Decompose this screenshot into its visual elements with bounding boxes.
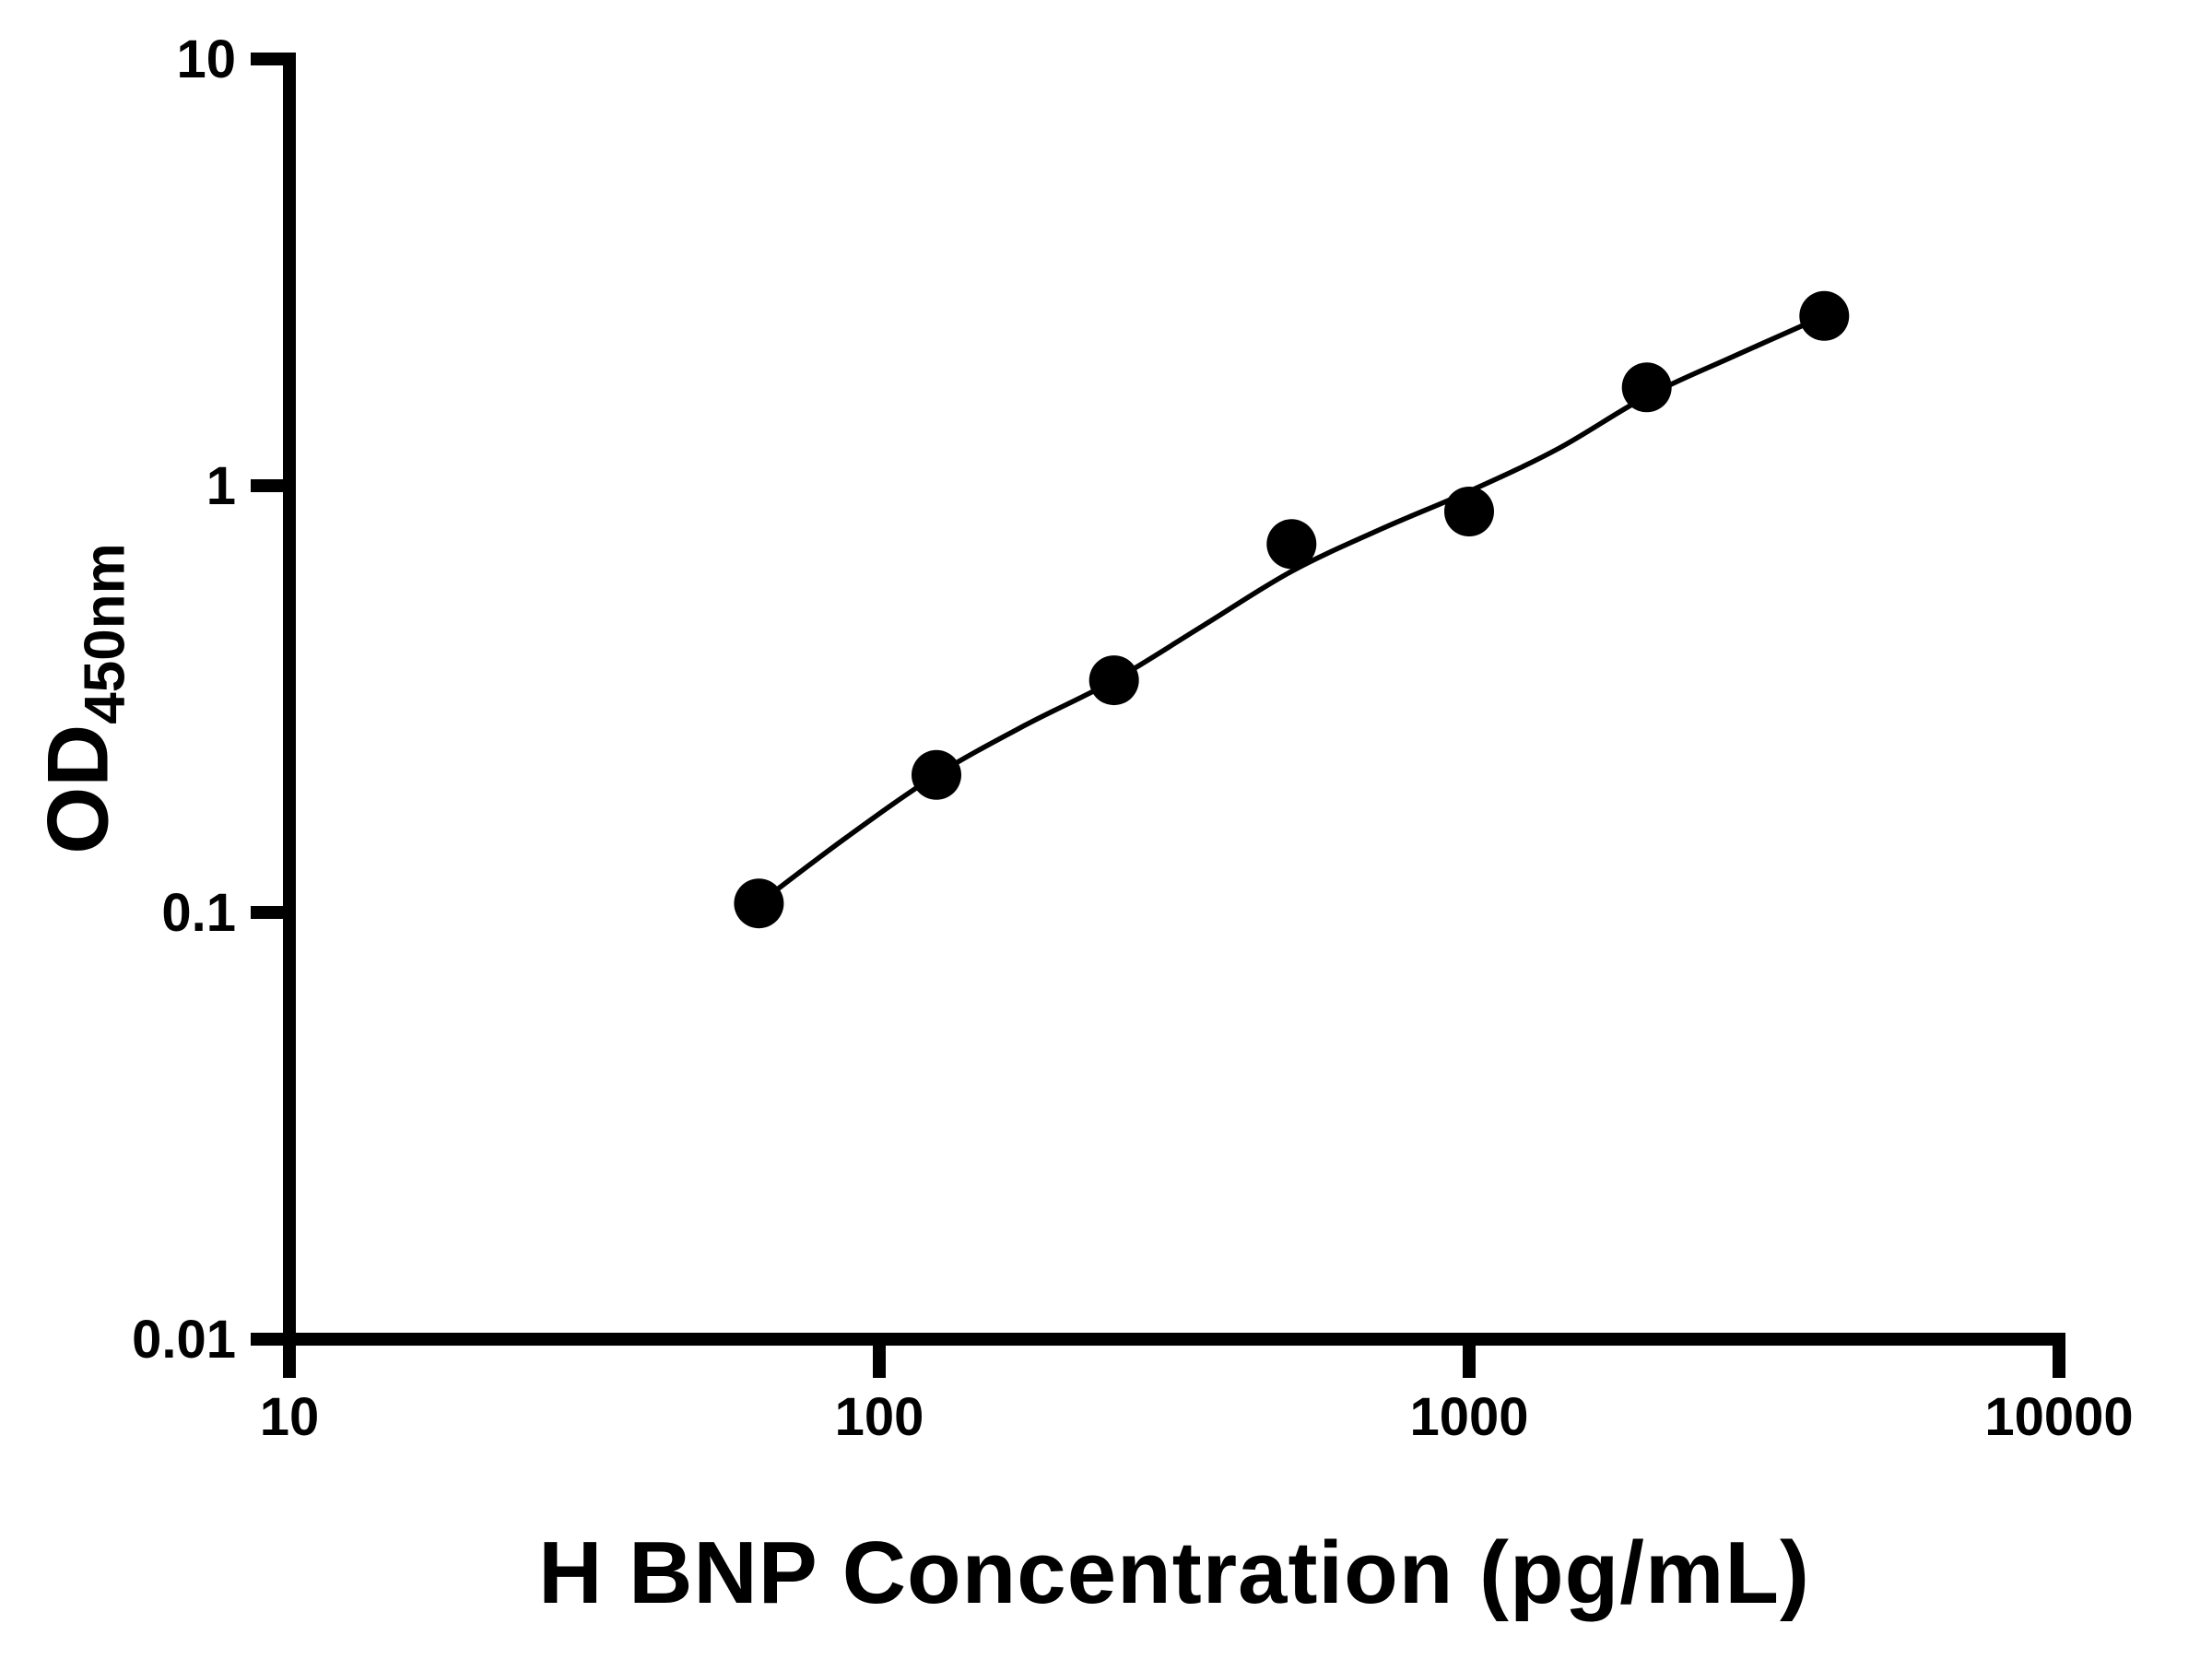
x-tick-label: 10000 [1984, 1387, 2133, 1447]
y-axis-title-main: OD [29, 724, 126, 854]
data-point [734, 878, 784, 929]
data-point [1799, 290, 1850, 341]
x-axis-title: H BNP Concentration (pg/mL) [289, 1523, 2059, 1624]
data-point [912, 749, 961, 800]
x-axis-title-text: H BNP Concentration (pg/mL) [538, 1524, 1810, 1622]
y-axis-title: OD450nm [29, 543, 138, 853]
x-tick-label: 1000 [1409, 1387, 1528, 1447]
x-tick-label: 10 [260, 1387, 320, 1447]
axis-frame [283, 53, 2065, 1346]
data-point [1621, 362, 1672, 413]
data-point [1266, 519, 1317, 570]
y-tick-label: 0.01 [132, 1310, 236, 1370]
y-tick-label: 1 [206, 456, 236, 516]
x-tick-label: 100 [835, 1387, 924, 1447]
y-axis-title-sub: 450nm [73, 543, 137, 724]
y-tick-label: 0.1 [161, 883, 236, 943]
data-point [1444, 487, 1494, 536]
data-point [1088, 655, 1139, 706]
y-tick-label: 10 [176, 29, 236, 89]
